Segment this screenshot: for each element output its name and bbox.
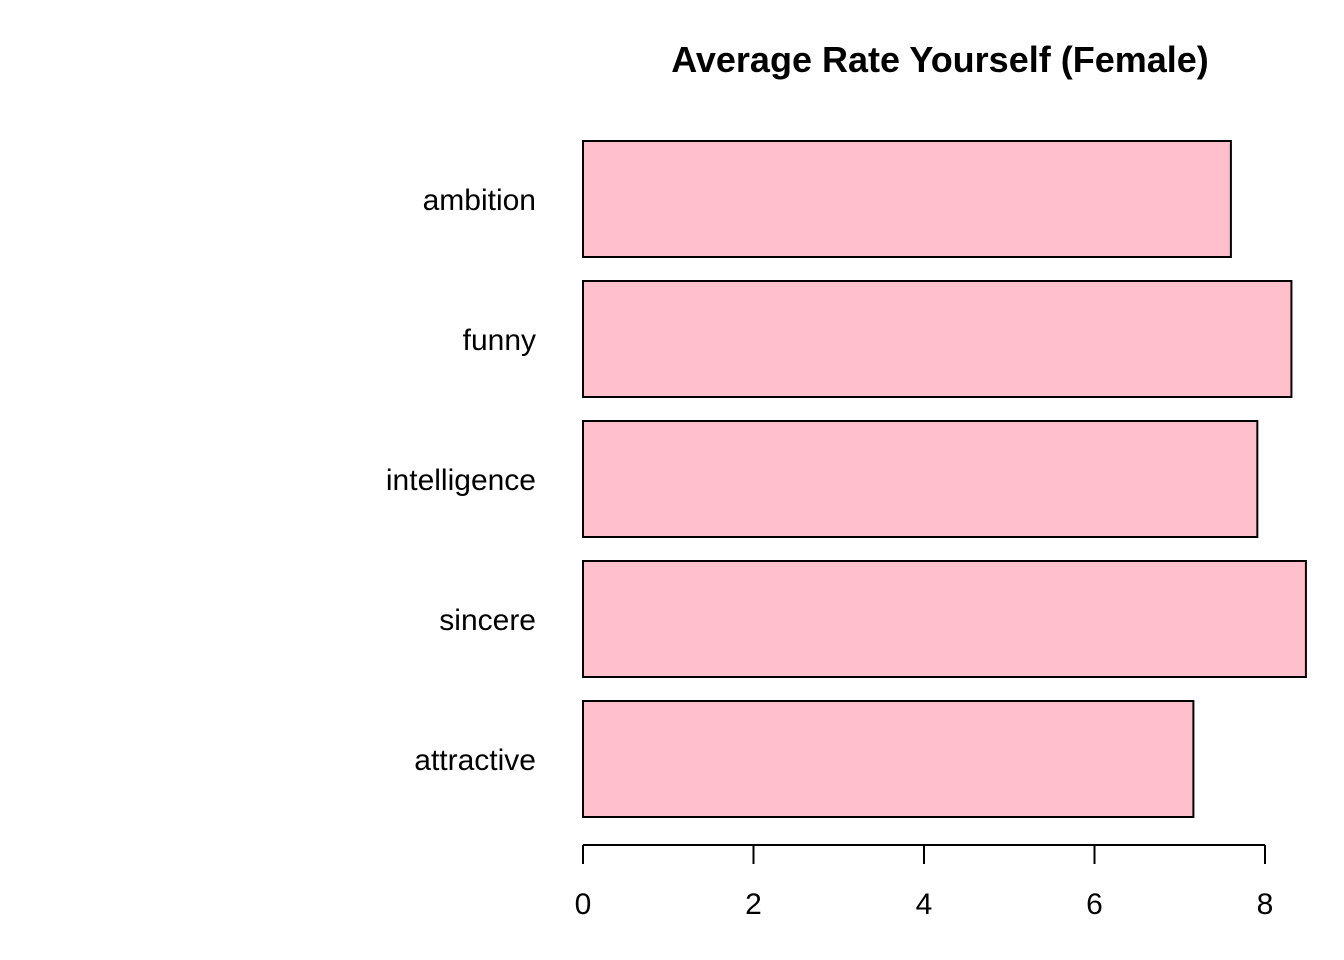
x-tick-label: 4 [916, 888, 933, 921]
bar-sincere [582, 560, 1307, 678]
category-label-sincere: sincere [439, 604, 536, 637]
category-labels-group: attractive sincere intelligence funny ambiti… [386, 184, 536, 777]
category-label-funny: funny [463, 324, 536, 357]
x-tick-label: 0 [575, 888, 592, 921]
bar-funny [582, 280, 1293, 398]
x-tick-label: 6 [1086, 888, 1103, 921]
x-tick-label: 8 [1257, 888, 1274, 921]
bar-attractive [582, 700, 1195, 818]
category-label-intelligence: intelligence [386, 464, 536, 497]
x-tick-label: 2 [745, 888, 762, 921]
category-label-ambition: ambition [423, 184, 536, 217]
bar-intelligence [582, 420, 1259, 538]
category-label-attractive: attractive [414, 744, 536, 777]
x-axis: 0 2 4 6 8 [575, 844, 1274, 921]
bars-group [582, 140, 1307, 818]
chart-title: Average Rate Yourself (Female) [671, 39, 1209, 80]
bar-ambition [582, 140, 1232, 258]
